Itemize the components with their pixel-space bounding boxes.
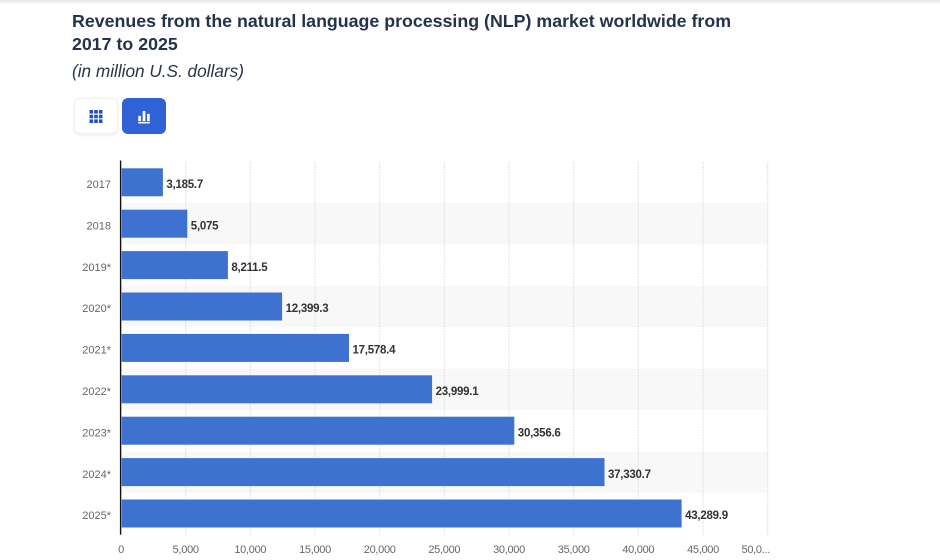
svg-text:17,578.4: 17,578.4 bbox=[353, 345, 397, 357]
svg-text:2022*: 2022* bbox=[82, 386, 111, 398]
svg-text:2017: 2017 bbox=[87, 179, 111, 191]
svg-text:2023*: 2023* bbox=[82, 427, 111, 439]
svg-text:2019*: 2019* bbox=[82, 262, 111, 274]
svg-text:40,000: 40,000 bbox=[622, 544, 654, 556]
svg-text:2021*: 2021* bbox=[82, 345, 111, 357]
svg-text:25,000: 25,000 bbox=[428, 544, 460, 556]
svg-text:30,356.6: 30,356.6 bbox=[518, 427, 561, 439]
svg-text:5,075: 5,075 bbox=[191, 220, 219, 232]
svg-text:5,000: 5,000 bbox=[173, 544, 199, 556]
svg-text:3,185.7: 3,185.7 bbox=[166, 179, 203, 191]
svg-text:15,000: 15,000 bbox=[299, 544, 331, 556]
svg-text:20,000: 20,000 bbox=[364, 544, 396, 556]
svg-text:10,000: 10,000 bbox=[234, 544, 266, 556]
svg-text:12,399.3: 12,399.3 bbox=[286, 303, 329, 315]
svg-text:2024*: 2024* bbox=[82, 469, 111, 481]
svg-text:35,000: 35,000 bbox=[558, 544, 590, 556]
svg-text:50,0...: 50,0... bbox=[742, 544, 771, 556]
svg-text:23,999.1: 23,999.1 bbox=[436, 386, 480, 398]
svg-text:2018: 2018 bbox=[87, 220, 111, 232]
svg-text:45,000: 45,000 bbox=[687, 544, 719, 556]
svg-text:37,330.7: 37,330.7 bbox=[608, 469, 651, 481]
svg-text:2020*: 2020* bbox=[82, 303, 111, 315]
svg-text:2025*: 2025* bbox=[82, 510, 111, 522]
svg-text:0: 0 bbox=[118, 544, 124, 556]
svg-text:8,211.5: 8,211.5 bbox=[231, 262, 268, 274]
svg-text:43,289.9: 43,289.9 bbox=[685, 510, 728, 522]
svg-text:30,000: 30,000 bbox=[493, 544, 525, 556]
